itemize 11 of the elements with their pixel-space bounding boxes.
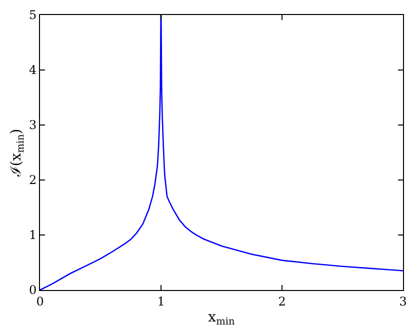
x-axis-title: x$_{min}$ [208,310,236,328]
x-tick-label: 1 [157,294,165,308]
y-tick-label: 3 [28,118,37,132]
y-tick-label: 2 [28,173,37,188]
y-tick-label: 1 [28,228,37,242]
x-tick-label: 2 [278,294,286,308]
y-tick-label: 0 [28,283,37,298]
line-series [40,15,403,290]
x-tick-label: 3 [399,294,407,308]
y-tick-label: 5 [28,8,37,22]
y-tick-label: 4 [28,63,37,78]
